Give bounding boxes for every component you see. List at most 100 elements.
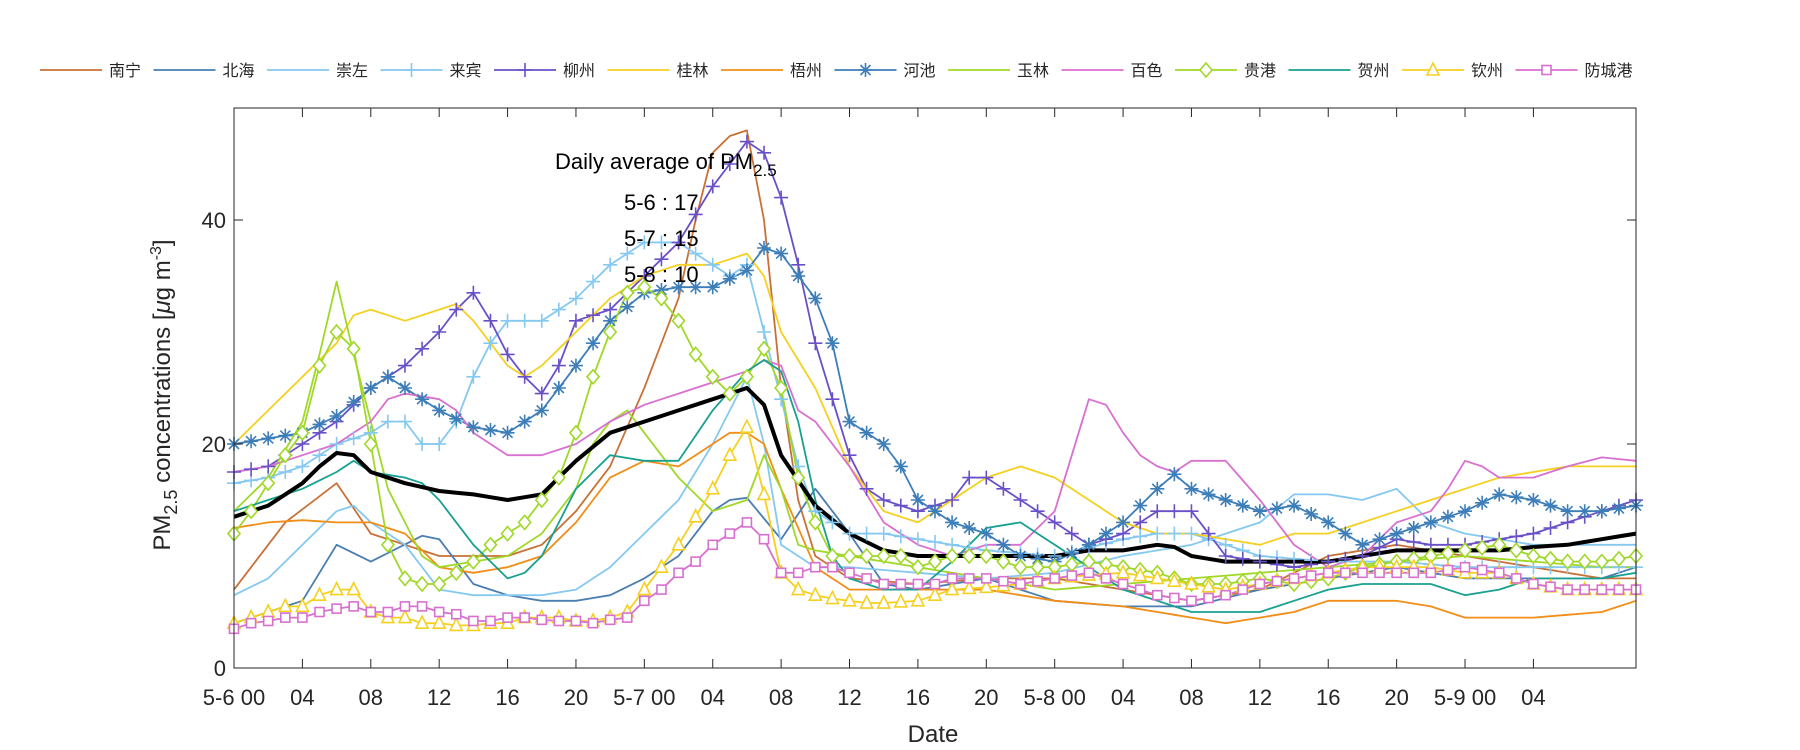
series-marker-3-4 (295, 459, 309, 473)
series-marker-13-4 (298, 613, 307, 622)
legend-item-2: 崇左 (267, 61, 368, 80)
x-tick-label-19: 04 (1521, 685, 1545, 710)
series-marker-13-42 (948, 574, 957, 583)
series-marker-7-56 (1184, 482, 1198, 496)
series-marker-3-31 (757, 325, 771, 339)
legend-item-9: 百色 (1062, 61, 1163, 80)
series-marker-13-24 (640, 596, 649, 605)
series-marker-10-81 (1613, 552, 1625, 566)
series-marker-3-17 (518, 314, 532, 328)
series-marker-7-17 (518, 415, 532, 429)
series-marker-7-13 (449, 412, 463, 426)
series-marker-7-64 (1321, 515, 1335, 529)
series-marker-13-22 (606, 615, 615, 624)
series-marker-4-30 (740, 135, 754, 149)
x-tick-label-6: 5-7 00 (613, 685, 675, 710)
series-marker-13-64 (1324, 568, 1333, 577)
series-marker-13-43 (965, 574, 974, 583)
legend-label-13: 防城港 (1585, 61, 1633, 80)
series-marker-4-32 (774, 191, 788, 205)
series-marker-4-19 (552, 359, 566, 373)
series-marker-13-36 (845, 568, 854, 577)
series-marker-13-70 (1426, 568, 1435, 577)
x-tick-label-14: 08 (1179, 685, 1203, 710)
series-marker-7-43 (962, 521, 976, 535)
series-marker-7-54 (1150, 482, 1164, 496)
series-marker-13-71 (1443, 566, 1452, 575)
series-marker-12-7 (348, 583, 360, 595)
series-markers (227, 135, 1643, 634)
series-marker-7-55 (1167, 467, 1181, 481)
series-marker-13-81 (1614, 585, 1623, 594)
series-marker-12-26 (673, 538, 685, 550)
series-marker-4-59 (1236, 552, 1250, 566)
x-tick-label-7: 04 (700, 685, 724, 710)
legend-label-1: 北海 (223, 61, 255, 80)
series-marker-7-20 (569, 359, 583, 373)
series-marker-13-13 (452, 610, 461, 619)
series-marker-4-15 (483, 314, 497, 328)
series-marker-7-35 (825, 336, 839, 350)
series-marker-13-27 (691, 557, 700, 566)
series-marker-7-63 (1304, 507, 1318, 521)
series-marker-13-60 (1255, 580, 1264, 589)
series-marker-7-81 (1612, 501, 1626, 515)
series-marker-12-10 (399, 611, 411, 623)
series-marker-13-17 (520, 613, 529, 622)
legend-marker-4 (518, 63, 532, 77)
series-marker-7-67 (1373, 532, 1387, 546)
series-marker-7-71 (1441, 510, 1455, 524)
series-marker-10-42 (946, 549, 958, 563)
series-marker-7-65 (1338, 527, 1352, 541)
series-marker-13-45 (999, 577, 1008, 586)
series-marker-13-68 (1392, 568, 1401, 577)
series-marker-3-10 (398, 415, 412, 429)
series-marker-4-47 (1031, 504, 1045, 518)
series-marker-7-18 (535, 403, 549, 417)
series-marker-13-51 (1101, 574, 1110, 583)
series-marker-7-72 (1458, 504, 1472, 518)
series-marker-13-34 (811, 563, 820, 572)
series-marker-13-6 (332, 604, 341, 613)
series-marker-7-80 (1595, 504, 1609, 518)
series-marker-4-46 (1013, 493, 1027, 507)
series-marker-13-14 (469, 616, 478, 625)
series-marker-13-75 (1512, 574, 1521, 583)
series-marker-3-39 (894, 529, 908, 543)
series-marker-7-2 (261, 431, 275, 445)
series-marker-4-77 (1544, 521, 1558, 535)
series-marker-4-34 (808, 336, 822, 350)
legend-item-10: 贵港 (1175, 61, 1276, 80)
x-tick-label-1: 04 (290, 685, 314, 710)
series-marker-13-59 (1238, 585, 1247, 594)
series-marker-7-29 (723, 272, 737, 286)
series-marker-13-35 (828, 563, 837, 572)
legend-label-9: 百色 (1131, 61, 1163, 80)
legend-item-7: 河池 (835, 61, 936, 80)
series-marker-12-6 (331, 583, 343, 595)
series-marker-7-11 (415, 392, 429, 406)
series-marker-7-23 (620, 300, 634, 314)
axis-ticks: 0 20 40 5-6 00 04 08 12 16 20 5-7 00 04 08 12 16 20 5-8… (202, 108, 1636, 710)
series-marker-7-76 (1526, 493, 1540, 507)
series-marker-7-57 (1202, 487, 1216, 501)
pm25-line-chart: 南宁 北海 崇左 来宾 柳州 桂林 梧州 河池 玉林 百色 贵港 贺州 钦州 防城港 020405-6 0… (0, 0, 1800, 750)
x-tick-label-8: 08 (769, 685, 793, 710)
series-line-0 (234, 130, 1636, 600)
series-marker-13-3 (281, 613, 290, 622)
series-marker-3-16 (501, 314, 515, 328)
legend-label-8: 玉林 (1017, 61, 1049, 80)
series-marker-13-9 (383, 608, 392, 617)
series-marker-12-12 (433, 616, 445, 628)
series-marker-4-42 (945, 493, 959, 507)
x-tick-label-17: 20 (1384, 685, 1408, 710)
series-marker-4-61 (1270, 557, 1284, 571)
series-marker-10-16 (502, 527, 514, 541)
series-marker-7-52 (1116, 515, 1130, 529)
series-marker-13-69 (1409, 568, 1418, 577)
series-marker-4-1 (244, 462, 258, 476)
series-marker-3-7 (347, 431, 361, 445)
series-marker-12-30 (741, 420, 753, 432)
series-marker-4-54 (1150, 504, 1164, 518)
x-tick-label-3: 12 (427, 685, 451, 710)
